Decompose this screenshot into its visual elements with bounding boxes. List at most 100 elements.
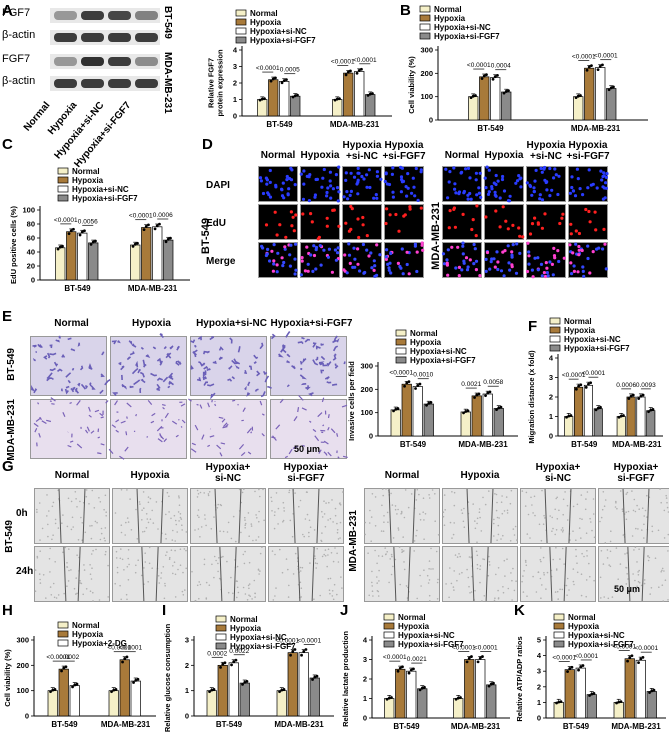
data-point (627, 397, 631, 400)
edu-micrograph (525, 241, 566, 279)
legend-swatch (57, 621, 69, 629)
blot-band (108, 79, 131, 88)
y-tick-label: 100 (420, 92, 433, 101)
y-axis-label: Relative lactate production (341, 631, 350, 727)
legend-label: Normal (230, 615, 258, 624)
p-value-label: 0.0021 (461, 381, 481, 388)
transwell-column-header: Hypoxia (132, 318, 171, 329)
data-point (568, 667, 572, 671)
data-point (493, 75, 497, 79)
edu-micrograph (568, 204, 608, 240)
data-point (153, 227, 157, 231)
data-point (629, 394, 633, 398)
transwell-micrograph (267, 331, 347, 397)
legend-label: Normal (568, 613, 596, 622)
data-point (234, 658, 238, 662)
data-point (49, 690, 52, 694)
y-tick-label: 3 (363, 655, 367, 664)
p-value-label: 0.0004 (491, 63, 511, 70)
data-point (639, 657, 643, 661)
data-point (467, 656, 471, 660)
data-point (289, 653, 292, 657)
panel-letter-j: J (340, 602, 349, 619)
bar (66, 231, 77, 281)
data-point (474, 94, 477, 97)
p-value-label: <0.0001 (353, 57, 377, 64)
wound-column-header: Hypoxia+ si-FGF7 (613, 462, 659, 484)
y-tick-label: 80 (27, 220, 35, 229)
blot-band (54, 79, 77, 88)
y-tick-label: 2 (185, 661, 189, 670)
bar (593, 408, 603, 437)
p-value-label: <0.0001 (467, 62, 491, 69)
blot-row-label: FGF7 (2, 7, 31, 19)
p-value-label: <0.0001 (612, 644, 636, 651)
legend-swatch (419, 23, 431, 31)
y-tick-label: 0 (363, 714, 367, 723)
data-point (569, 414, 573, 417)
p-value-label: <0.0001 (129, 213, 153, 220)
x-tick-label: BT-549 (400, 440, 427, 449)
panel-letter-h: H (2, 602, 13, 619)
bar (475, 659, 486, 719)
y-tick-label: 1 (537, 698, 541, 707)
bar (575, 667, 586, 719)
y-tick-label: 0 (369, 432, 373, 441)
data-point (495, 408, 498, 411)
data-point (296, 93, 299, 97)
y-axis-label: Invasive cells per field (347, 361, 356, 441)
panel-letter-g: G (2, 458, 14, 475)
p-value-label: <0.0001 (474, 644, 498, 651)
y-tick-label: 300 (16, 636, 29, 645)
data-point (489, 682, 493, 686)
data-point (499, 405, 503, 409)
y-tick-label: 0 (429, 116, 433, 125)
chart-a-fgf7-expression: NormalHypoxiaHypoxia+si-NCHypoxia+si-FGF… (207, 9, 392, 129)
x-tick-label: BT-549 (51, 720, 78, 729)
data-point (412, 667, 415, 671)
blot-cell-line-label: BT-549 (162, 6, 173, 39)
y-tick-label: 0 (185, 712, 189, 721)
bar (239, 682, 250, 717)
bar (486, 684, 497, 719)
blot-band (81, 33, 104, 42)
data-point (166, 237, 170, 241)
legend-label: Hypoxia+si-FGF7 (564, 344, 630, 353)
data-point (590, 64, 593, 68)
data-point (134, 678, 138, 682)
data-point (125, 655, 129, 659)
panel-letter-f: F (528, 318, 538, 335)
data-point (488, 390, 492, 394)
data-point (210, 688, 214, 692)
p-value-label: 0.0058 (483, 379, 503, 386)
blot-row-label: β-actin (2, 29, 36, 41)
data-point (221, 662, 225, 666)
bar (354, 71, 365, 117)
wound-row-header: 0h (16, 508, 28, 519)
p-value-label: <0.0001 (634, 645, 658, 652)
data-point (477, 392, 481, 396)
bar (130, 244, 141, 281)
edu-micrograph (526, 204, 566, 240)
wound-cell-line-label: BT-549 (4, 520, 15, 553)
data-point (617, 415, 621, 419)
data-point (425, 403, 428, 407)
data-point (454, 697, 458, 701)
data-point (504, 90, 508, 93)
p-value-label: <0.0001 (594, 53, 618, 60)
data-point (607, 88, 611, 92)
x-tick-label: MDA-MB-231 (611, 722, 661, 731)
bar (595, 67, 606, 121)
bar (130, 680, 141, 717)
data-point (387, 696, 391, 700)
bar (564, 416, 574, 437)
transwell-column-header: Normal (54, 318, 89, 329)
edu-cell-line-label: MDA-MB-231 (430, 202, 442, 270)
edu-micrograph (383, 165, 424, 202)
y-tick-label: 200 (420, 69, 433, 78)
bar (276, 690, 287, 717)
edu-row-header: Merge (206, 256, 236, 267)
data-point (630, 654, 634, 658)
data-point (577, 668, 580, 672)
data-point (232, 660, 236, 664)
